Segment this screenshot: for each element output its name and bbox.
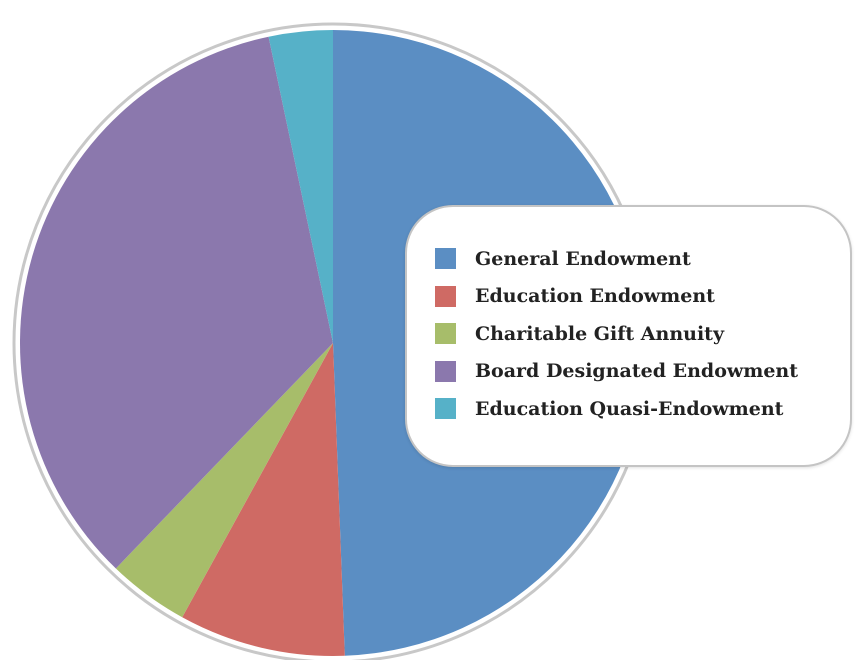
pie-slice-education-endowment [182, 343, 345, 657]
legend-item-board-designated-endowment: Board Designated Endowment [435, 353, 798, 391]
legend-swatch [435, 323, 456, 345]
legend-swatch [435, 248, 456, 270]
legend-label: Education Endowment [475, 285, 715, 308]
legend-swatch [435, 398, 456, 420]
legend-list: General Endowment Education Endowment Ch… [435, 240, 798, 428]
legend-item-education-endowment: Education Endowment [435, 278, 798, 316]
legend-swatch [435, 285, 456, 307]
legend-swatch [435, 360, 456, 382]
legend-item-education-quasi-endowment: Education Quasi-Endowment [435, 390, 798, 428]
legend-label: Education Quasi-Endowment [475, 397, 784, 420]
legend-item-charitable-gift-annuity: Charitable Gift Annuity [435, 315, 798, 353]
pie-slice-education-quasi-endowment [268, 29, 333, 343]
pie-slice-board-designated-endowment [19, 36, 333, 569]
legend-item-general-endowment: General Endowment [435, 240, 798, 278]
legend-label: General Endowment [475, 247, 691, 270]
pie-slice-charitable-gift-annuity [115, 343, 333, 618]
legend-label: Charitable Gift Annuity [475, 322, 724, 345]
legend: General Endowment Education Endowment Ch… [405, 205, 852, 467]
legend-label: Board Designated Endowment [475, 360, 798, 383]
